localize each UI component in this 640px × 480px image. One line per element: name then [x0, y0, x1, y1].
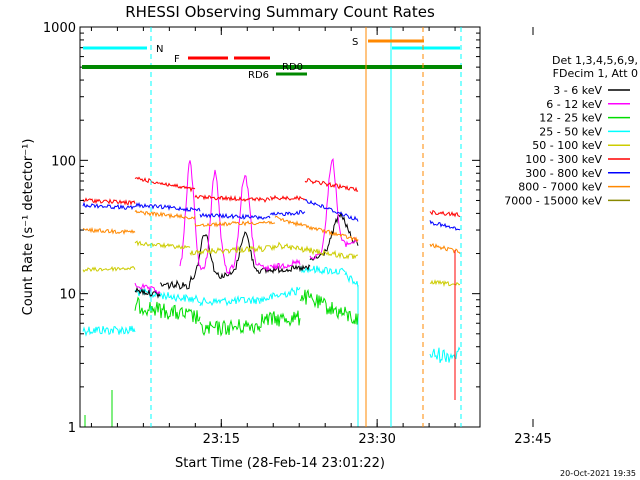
legend-label: 6 - 12 keV: [546, 98, 602, 111]
y-axis-label: Count Rate (s⁻¹ detector⁻¹): [21, 139, 36, 316]
series-line-12-25: [299, 288, 359, 325]
x-axis-label: Start Time (28-Feb-14 23:01:22): [175, 456, 385, 471]
series-line-300-800: [199, 212, 271, 221]
series-line-25-50: [199, 294, 261, 307]
series-line-25-50: [134, 287, 201, 304]
y-tick-label: 1000: [43, 21, 76, 36]
series-line-3-6: [159, 279, 191, 290]
x-tick-label: 23:30: [358, 432, 395, 447]
series-line-6-12: [269, 258, 301, 270]
legend-label: 100 - 300 keV: [525, 153, 602, 166]
x-tick-label: 23:45: [514, 432, 551, 447]
saa-flag-label: S: [352, 37, 358, 48]
series-line-25-50: [82, 325, 136, 337]
series-line-800-7000: [274, 215, 359, 243]
y-tick-label: 10: [59, 288, 76, 303]
plot-frame: [79, 26, 481, 428]
series-line-100-300: [134, 176, 196, 193]
flare-flag-label: F: [174, 54, 180, 65]
series-line-50-100: [82, 265, 136, 273]
legend-label: 50 - 100 keV: [532, 139, 602, 152]
series-line-300-800: [134, 202, 201, 212]
rd6-flag-label: RD6: [248, 70, 269, 81]
x-tick-label: 23:15: [203, 432, 240, 447]
legend-label: 3 - 6 keV: [553, 84, 602, 97]
series-line-6-12: [134, 282, 161, 295]
series-line-25-50: [299, 265, 346, 275]
series-line-800-7000: [194, 220, 276, 228]
series-line-3-6: [189, 231, 271, 283]
legend-header: Det 1,3,4,5,6,9,: [552, 54, 638, 67]
series-line-300-800: [269, 209, 306, 217]
series-line-50-100: [189, 244, 276, 256]
series-line-3-6: [309, 211, 359, 261]
series-line-50-100: [134, 240, 191, 250]
series-line-100-300: [429, 209, 461, 218]
legend-label: 800 - 7000 keV: [518, 181, 602, 194]
series-line-300-800: [82, 201, 136, 211]
night-flag-label: N: [156, 44, 163, 55]
series-line-300-800: [304, 198, 359, 222]
series-line-25-50: [259, 286, 301, 304]
series-line-800-7000: [134, 209, 196, 220]
series-line-100-300: [304, 178, 359, 192]
series-line-100-300: [269, 194, 306, 201]
series-line-12-25: [199, 318, 261, 337]
footer-date: 20-Oct-2021 19:35: [560, 469, 636, 478]
legend-label: 300 - 800 keV: [525, 167, 602, 180]
series-line-6-12: [179, 160, 271, 275]
series-line-12-25: [134, 296, 201, 324]
series-line-100-300: [194, 194, 271, 203]
series-line-50-100: [274, 241, 359, 260]
legend-label: 12 - 25 keV: [539, 112, 602, 125]
series-line-800-7000: [82, 226, 136, 235]
series-line-3-6: [134, 286, 161, 299]
y-tick-label: 100: [51, 154, 76, 169]
rd0-flag-label: RD0: [282, 62, 303, 73]
legend-label: 25 - 50 keV: [539, 125, 602, 138]
legend-label: 7000 - 15000 keV: [504, 194, 602, 207]
chart-title: RHESSI Observing Summary Count Rates: [125, 3, 435, 21]
series-line-12-25: [259, 310, 301, 328]
series-line-25-50: [344, 270, 359, 288]
y-tick-label: 1: [68, 421, 76, 436]
series-line-100-300: [82, 197, 136, 206]
legend-header: FDecim 1, Att 0: [553, 67, 638, 80]
series-line-300-800: [429, 220, 461, 231]
